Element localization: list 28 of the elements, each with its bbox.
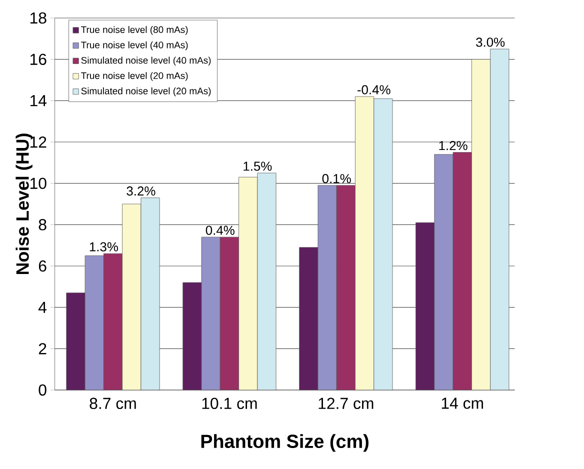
annotation: 0.1% bbox=[322, 174, 351, 184]
legend-label: True noise level (80 mAs) bbox=[81, 26, 188, 35]
annotation: -0.4% bbox=[358, 85, 390, 94]
annotation: 1.3% bbox=[90, 242, 118, 252]
y-tick-label: 2 bbox=[38, 343, 46, 354]
y-tick-label: 18 bbox=[30, 12, 46, 24]
annotation: 3.2% bbox=[126, 186, 156, 196]
x-tick-label: 14 cm bbox=[442, 398, 483, 409]
annotation: 0.4% bbox=[206, 226, 234, 235]
y-tick-label: 8 bbox=[38, 219, 46, 230]
annotation: 1.2% bbox=[439, 141, 468, 150]
y-tick-label: 4 bbox=[38, 302, 47, 313]
y-tick-label: 16 bbox=[30, 54, 46, 65]
y-tick-label: 0 bbox=[38, 384, 46, 396]
y-tick-label: 6 bbox=[38, 260, 46, 272]
legend-label: Simulated noise level (20 mAs) bbox=[81, 87, 211, 96]
annotation: 1.5% bbox=[244, 162, 272, 171]
x-axis-title: Phantom Size (cm) bbox=[201, 434, 368, 452]
legend-label: True noise level (40 mAs) bbox=[81, 41, 188, 50]
annotation: 3.0% bbox=[476, 38, 505, 47]
x-tick-label: 10.1 cm bbox=[202, 398, 257, 410]
x-tick-label: 8.7 cm bbox=[90, 398, 136, 410]
x-tick-label: 12.7 cm bbox=[318, 398, 374, 410]
y-tick-label: 14 bbox=[30, 95, 47, 106]
legend-label: Simulated noise level (40 mAs) bbox=[81, 56, 211, 66]
legend-label: True noise level (20 mAs) bbox=[81, 72, 188, 81]
y-tick-label: 10 bbox=[30, 178, 46, 189]
y-tick-label: 12 bbox=[30, 136, 46, 148]
